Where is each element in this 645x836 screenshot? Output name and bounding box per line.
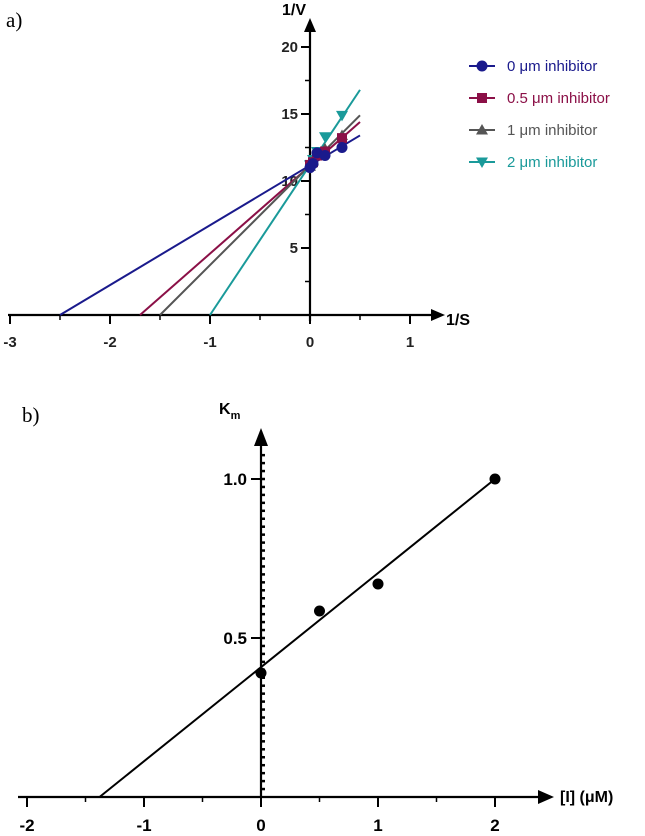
chart-a-x-axis-title: 1/S <box>446 312 470 329</box>
chart-a-legend-label-3: 2 μm inhibitor <box>507 154 597 171</box>
chart-a-x-axis-arrow <box>431 309 445 321</box>
chart-a-legend-marker-2 <box>476 124 488 135</box>
chart-a-y-axis-arrow <box>304 18 316 32</box>
chart-a-legend-marker-0 <box>476 60 488 72</box>
chart-b-y-tick-label: 1.0 <box>223 470 247 489</box>
chart-b-y-axis-title-main: K <box>219 401 231 418</box>
chart-a-fit-line-3 <box>209 89 361 316</box>
chart-b-point <box>372 578 384 590</box>
chart-a-fit-line-2 <box>159 114 361 316</box>
chart-a-point-0 <box>319 150 331 162</box>
chart-b-x-tick-label: 2 <box>490 816 499 835</box>
chart-b-fit-line <box>98 478 496 798</box>
chart-b-points <box>255 473 501 679</box>
chart-b-x-tick-label: 0 <box>256 816 265 835</box>
chart-a-legend-marker-1 <box>477 93 487 103</box>
chart-b-x-axis-arrow <box>538 790 554 804</box>
chart-a-x-tick-label: 0 <box>306 334 314 351</box>
chart-a-y-tick-label: 5 <box>290 240 298 257</box>
chart-a-legend-label-1: 0.5 μm inhibitor <box>507 90 610 107</box>
chart-b-x-tick-label: -1 <box>136 816 151 835</box>
chart-a-point-0 <box>336 142 348 153</box>
chart-b-point <box>255 667 267 679</box>
chart-b-x-tick-label: -2 <box>19 816 34 835</box>
chart-a-legend-label-0: 0 μm inhibitor <box>507 58 597 75</box>
panel-a-label: a) <box>6 8 22 32</box>
chart-a-x-tick-label: -3 <box>3 334 16 351</box>
chart-a-y-axis-title: 1/V <box>282 2 306 19</box>
chart-a-y-tick-label: 20 <box>281 39 298 56</box>
chart-b-y-axis-title: Km <box>219 401 241 422</box>
chart-b-y-axis-title-sub: m <box>231 410 241 422</box>
chart-a-legend-marker-3 <box>476 157 488 168</box>
chart-b-y-tick-label: 0.5 <box>223 629 247 648</box>
chart-a-legend-label-2: 1 μm inhibitor <box>507 122 597 139</box>
chart-a-x-tick-label: -2 <box>103 334 116 351</box>
chart-a-y-tick-label: 10 <box>281 173 298 190</box>
panel-b-label: b) <box>22 403 40 427</box>
chart-b-x-axis-title: [I] (μM) <box>560 789 613 806</box>
chart-b-point <box>489 473 501 485</box>
chart-b-point <box>314 605 325 617</box>
chart-a-point-3 <box>319 132 331 143</box>
chart-a-points <box>304 110 348 174</box>
chart-a-point-0 <box>307 158 319 170</box>
chart-b-y-axis-arrow <box>254 428 268 446</box>
chart-b: b) -2 -1 0 1 2 0.5 1.0 [I] (μM) Km <box>18 401 613 835</box>
chart-b-x-tick-label: 1 <box>373 816 382 835</box>
chart-a-legend: 0 μm inhibitor 0.5 μm inhibitor 1 μm inhib… <box>469 58 610 171</box>
chart-b-fit-line-path <box>98 478 496 798</box>
chart-a-fit-lines <box>59 89 361 316</box>
chart-b-axes: -2 -1 0 1 2 0.5 1.0 <box>18 428 554 835</box>
chart-a-x-tick-label: -1 <box>203 334 216 351</box>
chart-a-y-tick-label: 15 <box>281 106 298 123</box>
chart-a-point-1 <box>337 133 347 144</box>
chart-a-point-3 <box>336 110 348 122</box>
chart-a-x-tick-label: 1 <box>406 334 414 351</box>
